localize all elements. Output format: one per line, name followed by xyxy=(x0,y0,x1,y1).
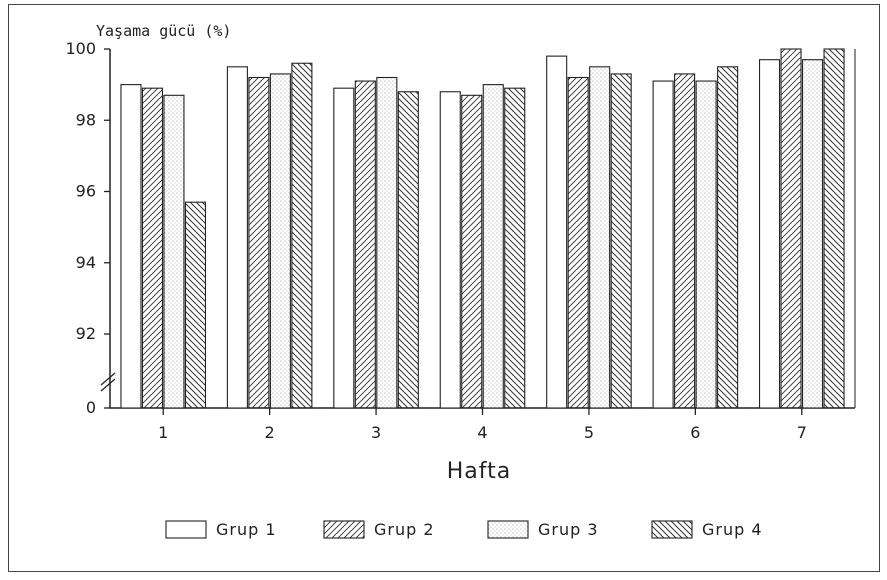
bar-grup-4-week-4 xyxy=(505,88,525,408)
bar-grup-1-week-2 xyxy=(227,67,247,408)
axis-break-mark xyxy=(101,379,115,391)
legend-swatch-grup-2 xyxy=(324,521,364,538)
legend-label-grup-3: Grup 3 xyxy=(538,520,599,539)
bar-grup-4-week-2 xyxy=(292,63,312,408)
x-tick-label: 1 xyxy=(158,423,168,442)
legend-label-grup-4: Grup 4 xyxy=(702,520,763,539)
y-tick-label: 98 xyxy=(76,110,96,129)
bar-grup-3-week-5 xyxy=(590,67,610,408)
x-axis-title: Hafta xyxy=(447,459,512,484)
bar-grup-2-week-3 xyxy=(355,81,375,408)
plot-area: 100 98 96 94 92 0 1 2 3 4 5 6 7 xyxy=(65,39,855,442)
x-tick-label: 5 xyxy=(584,423,594,442)
legend: Grup 1 Grup 2 Grup 3 Grup 4 xyxy=(166,520,763,539)
bar-grup-3-week-4 xyxy=(483,85,503,408)
bar-grup-4-week-5 xyxy=(611,74,631,408)
x-tick-label: 4 xyxy=(477,423,487,442)
y-axis-title: Yaşama gücü (%) xyxy=(96,22,231,40)
y-tick-label: 92 xyxy=(76,324,96,343)
bar-grup-3-week-1 xyxy=(164,95,184,408)
bar-grup-2-week-5 xyxy=(568,78,588,409)
bar-grup-2-week-1 xyxy=(142,88,162,408)
bar-grup-3-week-7 xyxy=(803,60,823,408)
bar-grup-4-week-3 xyxy=(398,92,418,408)
axis-break-mark xyxy=(101,373,115,385)
bar-grup-1-week-5 xyxy=(547,56,567,408)
bar-grup-2-week-6 xyxy=(675,74,695,408)
bar-grup-1-week-1 xyxy=(121,85,141,408)
bar-grup-1-week-7 xyxy=(760,60,780,408)
legend-swatch-grup-3 xyxy=(488,521,528,538)
x-tick-label: 7 xyxy=(797,423,807,442)
legend-label-grup-2: Grup 2 xyxy=(374,520,435,539)
bar-grup-4-week-1 xyxy=(185,202,205,408)
bar-grup-4-week-7 xyxy=(824,49,844,408)
y-tick-label: 0 xyxy=(86,398,96,417)
bar-grup-3-week-3 xyxy=(377,78,397,409)
x-tick-label: 3 xyxy=(371,423,381,442)
bar-grup-1-week-4 xyxy=(440,92,460,408)
bar-grup-2-week-2 xyxy=(249,78,269,409)
y-tick-label: 94 xyxy=(76,253,96,272)
y-tick-label: 100 xyxy=(65,39,96,58)
bar-grup-3-week-2 xyxy=(270,74,290,408)
bar-grup-1-week-3 xyxy=(334,88,354,408)
bar-grup-4-week-6 xyxy=(718,67,738,408)
bar-grup-2-week-7 xyxy=(781,49,801,408)
legend-swatch-grup-4 xyxy=(652,521,692,538)
bar-grup-1-week-6 xyxy=(653,81,673,408)
x-tick-label: 6 xyxy=(690,423,700,442)
bar-grup-3-week-6 xyxy=(696,81,716,408)
bar-grup-2-week-4 xyxy=(462,95,482,408)
y-tick-label: 96 xyxy=(76,182,96,201)
legend-swatch-grup-1 xyxy=(166,521,206,538)
legend-label-grup-1: Grup 1 xyxy=(216,520,277,539)
x-tick-label: 2 xyxy=(265,423,275,442)
